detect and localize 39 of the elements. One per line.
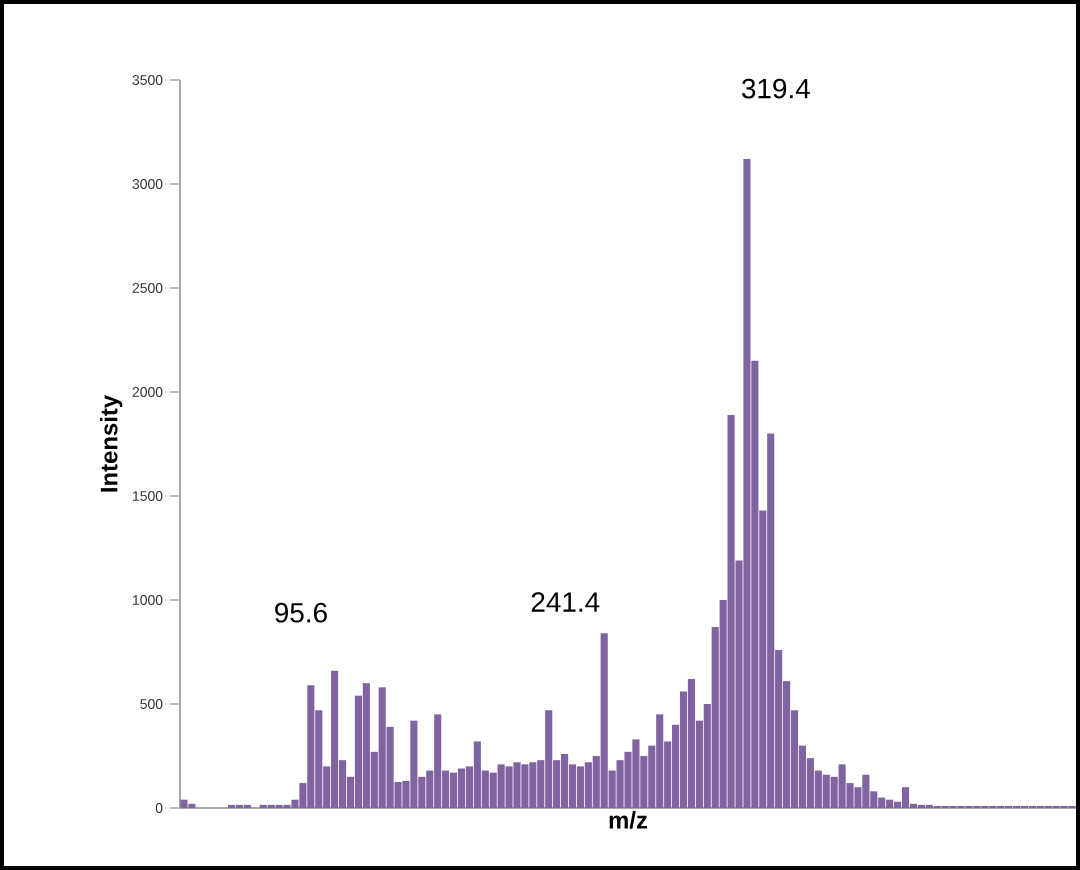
bar: [410, 720, 418, 808]
bar: [862, 774, 870, 808]
bar: [576, 766, 584, 808]
bar: [632, 739, 640, 808]
bar: [473, 741, 481, 808]
bar: [822, 774, 830, 808]
bar: [687, 679, 695, 808]
bar: [886, 799, 894, 808]
bar: [378, 687, 386, 808]
bar: [529, 762, 537, 808]
annotation: 95.6: [275, 602, 327, 623]
bar: [180, 799, 188, 808]
bar: [901, 787, 910, 808]
bar: [362, 683, 370, 808]
bar: [656, 714, 664, 808]
bar: [545, 710, 553, 808]
bar: [600, 633, 608, 808]
annotation: 319.4: [741, 78, 810, 99]
bar: [307, 685, 315, 808]
bar: [434, 714, 442, 808]
bar: [457, 768, 466, 808]
bar: [838, 764, 846, 808]
x-axis-title: m/z: [609, 811, 648, 829]
bar: [497, 764, 505, 808]
annotation: 241.4: [531, 592, 600, 612]
bar: [584, 762, 592, 808]
bar: [449, 772, 458, 808]
bar: [878, 797, 886, 808]
bar: [513, 762, 521, 808]
bar: [767, 433, 775, 808]
bar: [505, 766, 513, 808]
bar: [561, 753, 569, 808]
y-axis-title: Intensity: [100, 394, 123, 492]
bar: [521, 764, 529, 808]
bar: [743, 159, 751, 808]
bar: [489, 772, 497, 808]
bar: [616, 760, 624, 808]
bar: [727, 414, 735, 808]
bar: [331, 670, 339, 808]
